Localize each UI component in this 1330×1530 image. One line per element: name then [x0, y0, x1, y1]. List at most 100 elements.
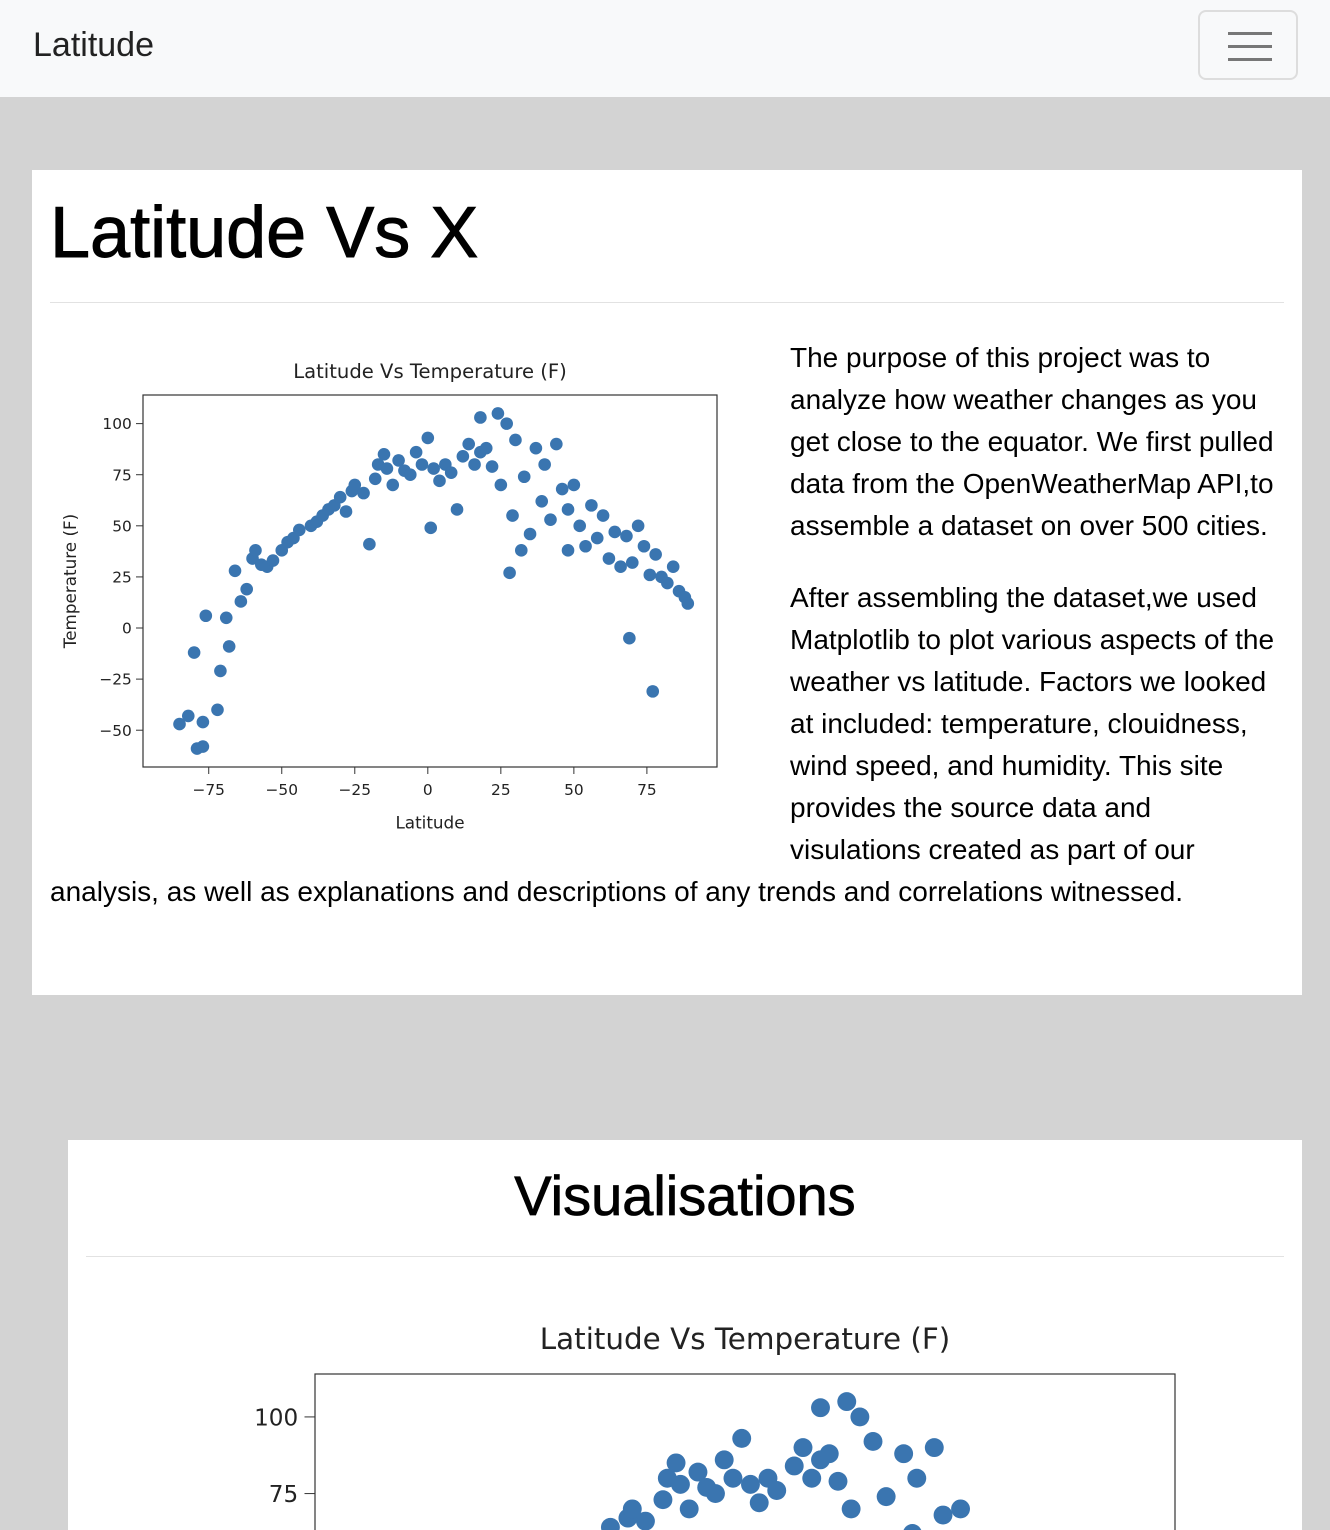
point [409, 445, 423, 459]
point [631, 519, 645, 533]
point [802, 1468, 822, 1488]
point [181, 709, 195, 723]
x-tick-label: 0 [423, 781, 433, 799]
point [514, 544, 528, 557]
y-tick-label: −50 [99, 722, 131, 740]
point [602, 552, 616, 565]
menu-toggle[interactable] [1198, 10, 1298, 80]
point [234, 595, 248, 608]
point [863, 1432, 883, 1451]
point [850, 1407, 870, 1427]
point [894, 1444, 914, 1464]
x-tick-label: −75 [192, 781, 224, 799]
point [596, 509, 610, 522]
point [544, 513, 557, 526]
point [249, 544, 262, 557]
point [292, 523, 306, 537]
point [500, 417, 513, 430]
point [903, 1523, 922, 1530]
intro-title: Latitude Vs X [50, 193, 479, 274]
point [415, 458, 429, 471]
point [608, 525, 622, 539]
x-tick-label: −50 [266, 781, 298, 799]
point [876, 1487, 896, 1507]
point [333, 490, 347, 504]
y-tick-label: 0 [122, 620, 132, 638]
point [222, 640, 236, 653]
point [666, 1453, 686, 1473]
point [561, 544, 575, 557]
divider [50, 302, 1284, 303]
point [380, 462, 394, 475]
point [620, 529, 633, 543]
point [828, 1471, 848, 1491]
point [661, 576, 674, 590]
point [517, 470, 531, 484]
point [339, 505, 353, 518]
point [485, 460, 499, 473]
point [907, 1468, 927, 1488]
point [240, 582, 253, 596]
point [600, 1517, 620, 1530]
point [784, 1456, 804, 1476]
y-axis-label: Temperature (F) [60, 514, 80, 649]
point [196, 715, 210, 729]
point [706, 1484, 725, 1504]
point [228, 564, 242, 578]
y-tick-label: 25 [112, 569, 132, 587]
paragraph: The purpose of this project was to analy… [790, 342, 1274, 541]
point [841, 1499, 861, 1519]
point [573, 519, 587, 533]
point [503, 566, 516, 580]
y-tick-label: 100 [254, 1405, 298, 1431]
point [219, 611, 233, 625]
point [523, 527, 537, 541]
point [529, 441, 543, 455]
point [196, 740, 210, 753]
point [653, 1490, 673, 1510]
point [635, 1511, 655, 1530]
x-axis-label: Latitude [395, 813, 464, 833]
point [933, 1505, 953, 1525]
point [509, 433, 522, 447]
paragraph: After assembling the dataset,we used Mat… [50, 582, 1275, 907]
point [474, 411, 487, 424]
point [622, 1499, 642, 1519]
point [363, 537, 376, 551]
point [266, 554, 280, 567]
point [199, 609, 213, 623]
point [681, 597, 695, 610]
point [357, 486, 370, 500]
point [468, 458, 481, 471]
point [506, 509, 519, 522]
point [494, 478, 508, 492]
point [732, 1428, 752, 1448]
navbar: Latitude [0, 0, 1330, 97]
section-title: Visualisations [514, 1164, 856, 1228]
point [173, 717, 186, 731]
point [561, 503, 575, 516]
point [555, 482, 569, 496]
y-tick-label: 75 [269, 1482, 298, 1508]
point [491, 407, 505, 420]
point [590, 531, 604, 545]
point [214, 664, 227, 678]
point [793, 1438, 813, 1458]
point [679, 1499, 699, 1519]
visualisations-card: Visualisations Latitude Vs Temperature (… [68, 1140, 1302, 1530]
point [444, 466, 458, 479]
point [723, 1468, 743, 1488]
navbar-brand[interactable]: Latitude [33, 26, 154, 64]
x-tick-label: 25 [491, 781, 511, 799]
point [550, 437, 563, 451]
point [623, 631, 636, 645]
scatter-chart: Latitude Vs Temperature (F) −75 −50 −25 0 25 5… [60, 360, 718, 833]
point [614, 560, 627, 573]
y-tick-label: 50 [112, 517, 132, 535]
plot-frame [142, 394, 718, 768]
point [811, 1398, 830, 1418]
point [819, 1444, 839, 1464]
point [666, 560, 680, 573]
point [377, 447, 391, 461]
